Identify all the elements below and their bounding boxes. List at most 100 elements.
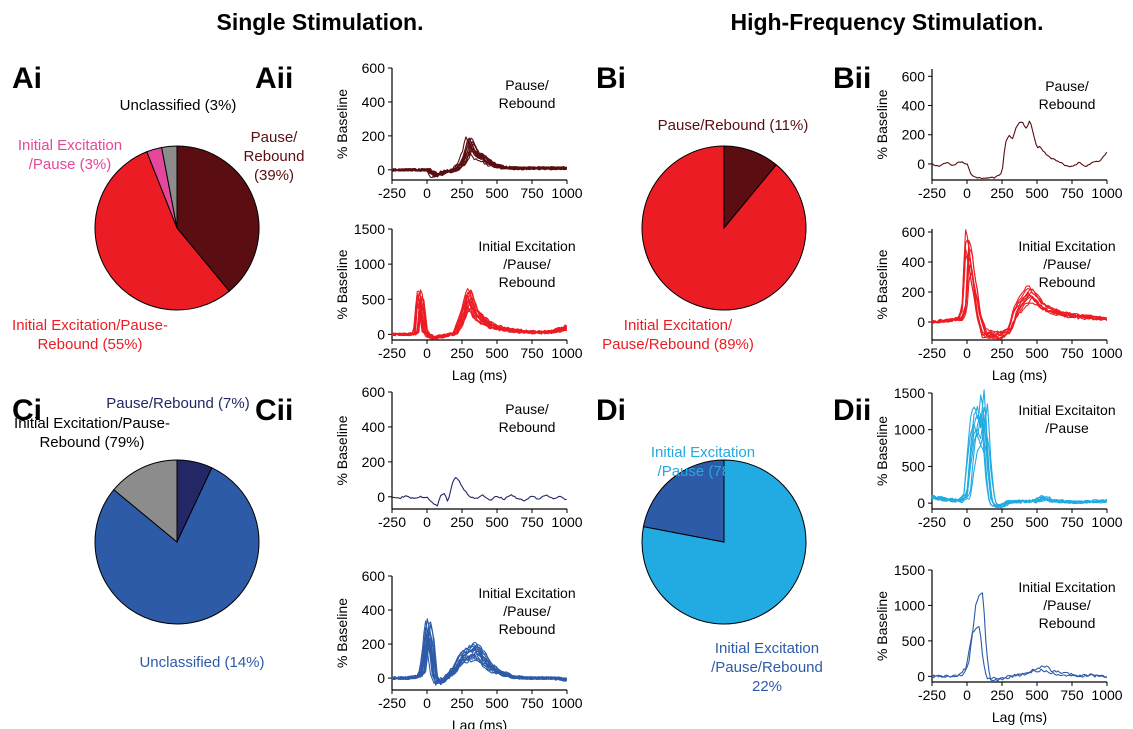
panel-annotation-line: /Pause/: [503, 603, 551, 619]
x-tick-label: -250: [378, 345, 406, 361]
y-tick-label: 600: [902, 224, 926, 240]
x-tick-label: 1000: [551, 185, 582, 201]
y-tick-label: 0: [377, 489, 385, 505]
pie-slice-label-line: Pause/Rebound (89%): [602, 336, 754, 353]
x-tick-label: 500: [485, 345, 509, 361]
x-tick-label: 1000: [551, 345, 582, 361]
pie-slice-label-line: Rebound (79%): [39, 434, 144, 451]
panel-annotation-line: Initial Excitation: [478, 585, 575, 601]
y-tick-label: 0: [377, 162, 385, 178]
y-tick-label: 1500: [894, 385, 925, 401]
panel-annotation-line: Rebound: [1039, 615, 1096, 631]
panel-annotation-line: Rebound: [1039, 274, 1096, 290]
panel-annotation-line: Initial Excitation: [1018, 579, 1115, 595]
panel-annotation-line: /Pause/: [503, 256, 551, 272]
pie-slice-label-line: Rebound (55%): [37, 336, 142, 353]
pie-slice-label-line: Pause/: [251, 129, 299, 146]
panel-annotation-line: Rebound: [1039, 96, 1096, 112]
pie-slice-label-line: Initial Excitation/: [624, 317, 733, 334]
series-trace: [931, 120, 1108, 180]
pie-slice-label: Initial Excitation/Pause- Rebound (55%): [12, 317, 168, 353]
series-trace: [391, 136, 568, 179]
pie-slice-label-line: Pause/Rebound (11%): [658, 117, 809, 134]
x-tick-label: -250: [378, 695, 406, 711]
panel-label-di: Di: [596, 394, 626, 427]
panel-annotation-line: Rebound: [499, 274, 556, 290]
panel-annotation: Initial Excitation/Pause/Rebound: [478, 585, 575, 637]
x-tick-label: 250: [450, 185, 474, 201]
series-trace: [931, 626, 1107, 681]
line-chart-dii-bottom: -250 0 250 500 750 1000 0 500 1000 1500% Baseline…: [874, 562, 1123, 725]
x-tick-label: 1000: [1091, 514, 1122, 530]
x-axis-label: Lag (ms): [452, 367, 507, 383]
x-tick-label: 500: [1025, 185, 1049, 201]
line-chart-aii-bottom: -250 0 250 500 750 1000 0 500 1000 1500% Baseline…: [334, 221, 583, 383]
x-tick-label: 750: [1060, 345, 1084, 361]
x-tick-label: 750: [520, 695, 544, 711]
series-trace: [391, 633, 567, 684]
panel-annotation-line: Initial Excitation: [478, 238, 575, 254]
x-tick-label: 0: [423, 514, 431, 530]
x-tick-label: -250: [918, 345, 946, 361]
x-tick-label: 500: [485, 514, 509, 530]
y-tick-label: 200: [362, 128, 386, 144]
pie-slice: [94, 467, 260, 625]
x-tick-label: 1000: [1091, 687, 1122, 703]
panel-label-ci: Ci: [12, 394, 42, 427]
pie-slice: [161, 145, 178, 229]
series-trace: [931, 424, 1108, 508]
pie-slice-label-line: Unclassified (3%): [120, 97, 237, 114]
pie-slice-label: Initial Excitation/Pause- Rebound (79%): [14, 415, 170, 451]
x-tick-label: 250: [990, 514, 1014, 530]
y-tick-label: 400: [362, 602, 386, 618]
pie-slice-label-line: (39%): [254, 167, 294, 184]
line-chart-aii-top: -250 0 250 500 750 1000 0 200 400 600 % Baseline Pa…: [334, 60, 583, 201]
panel-annotation-line: Rebound: [499, 419, 556, 435]
y-tick-label: 600: [362, 568, 386, 584]
x-tick-label: 750: [1060, 687, 1084, 703]
y-tick-label: 600: [362, 60, 386, 76]
header-high-frequency-stimulation: High-Frequency Stimulation.: [730, 9, 1043, 35]
pie-slice-label-line: /Pause (78%): [658, 463, 749, 480]
x-axis-label: Lag (ms): [452, 717, 507, 729]
y-tick-label: 200: [902, 284, 926, 300]
x-tick-label: 250: [990, 345, 1014, 361]
pie-slice: [94, 151, 230, 311]
panel-annotation-line: Pause/: [505, 401, 549, 417]
panel-annotation-line: Initial Excitation: [1018, 238, 1115, 254]
panel-annotation-line: Pause/: [505, 77, 549, 93]
panel-annotation-line: /Pause: [1045, 420, 1089, 436]
x-tick-label: 500: [1025, 345, 1049, 361]
x-tick-label: 1000: [1091, 185, 1122, 201]
panel-annotation: Pause/Rebound: [499, 401, 556, 435]
series-trace: [931, 394, 1108, 508]
y-tick-label: 0: [917, 668, 925, 684]
y-tick-label: 1000: [894, 422, 925, 438]
pie-slice: [176, 145, 260, 292]
x-tick-label: 750: [1060, 514, 1084, 530]
x-tick-label: 500: [1025, 514, 1049, 530]
y-tick-label: 500: [362, 291, 386, 307]
pie-slice-label-line: 22%: [752, 678, 782, 695]
pie-slice-label-line: Unclassified (14%): [139, 654, 264, 671]
pie-slice-label-line: /Pause/Rebound: [711, 659, 823, 676]
y-tick-label: 600: [902, 68, 926, 84]
y-tick-label: 500: [902, 633, 926, 649]
x-tick-label: 1000: [551, 695, 582, 711]
pie-slice-label-line: Initial Excitation/Pause-: [14, 415, 170, 432]
line-chart-cii-bottom: -250 0 250 500 750 1000 0 200 400 600 % Baseline La…: [334, 568, 583, 729]
x-tick-label: 0: [423, 345, 431, 361]
line-chart-dii-top: -250 0 250 500 750 1000 0 500 1000 1500% Baseline…: [874, 385, 1123, 530]
y-tick-label: 400: [902, 98, 926, 114]
series-trace: [391, 291, 568, 340]
x-tick-label: -250: [378, 185, 406, 201]
y-axis-label: % Baseline: [874, 416, 890, 486]
panel-annotation-line: Rebound: [499, 621, 556, 637]
x-tick-label: 750: [1060, 185, 1084, 201]
y-tick-label: 0: [377, 326, 385, 342]
pie-slice: [113, 459, 178, 544]
panel-label-bii: Bii: [833, 62, 871, 95]
x-tick-label: -250: [918, 687, 946, 703]
series-trace: [932, 272, 1108, 333]
